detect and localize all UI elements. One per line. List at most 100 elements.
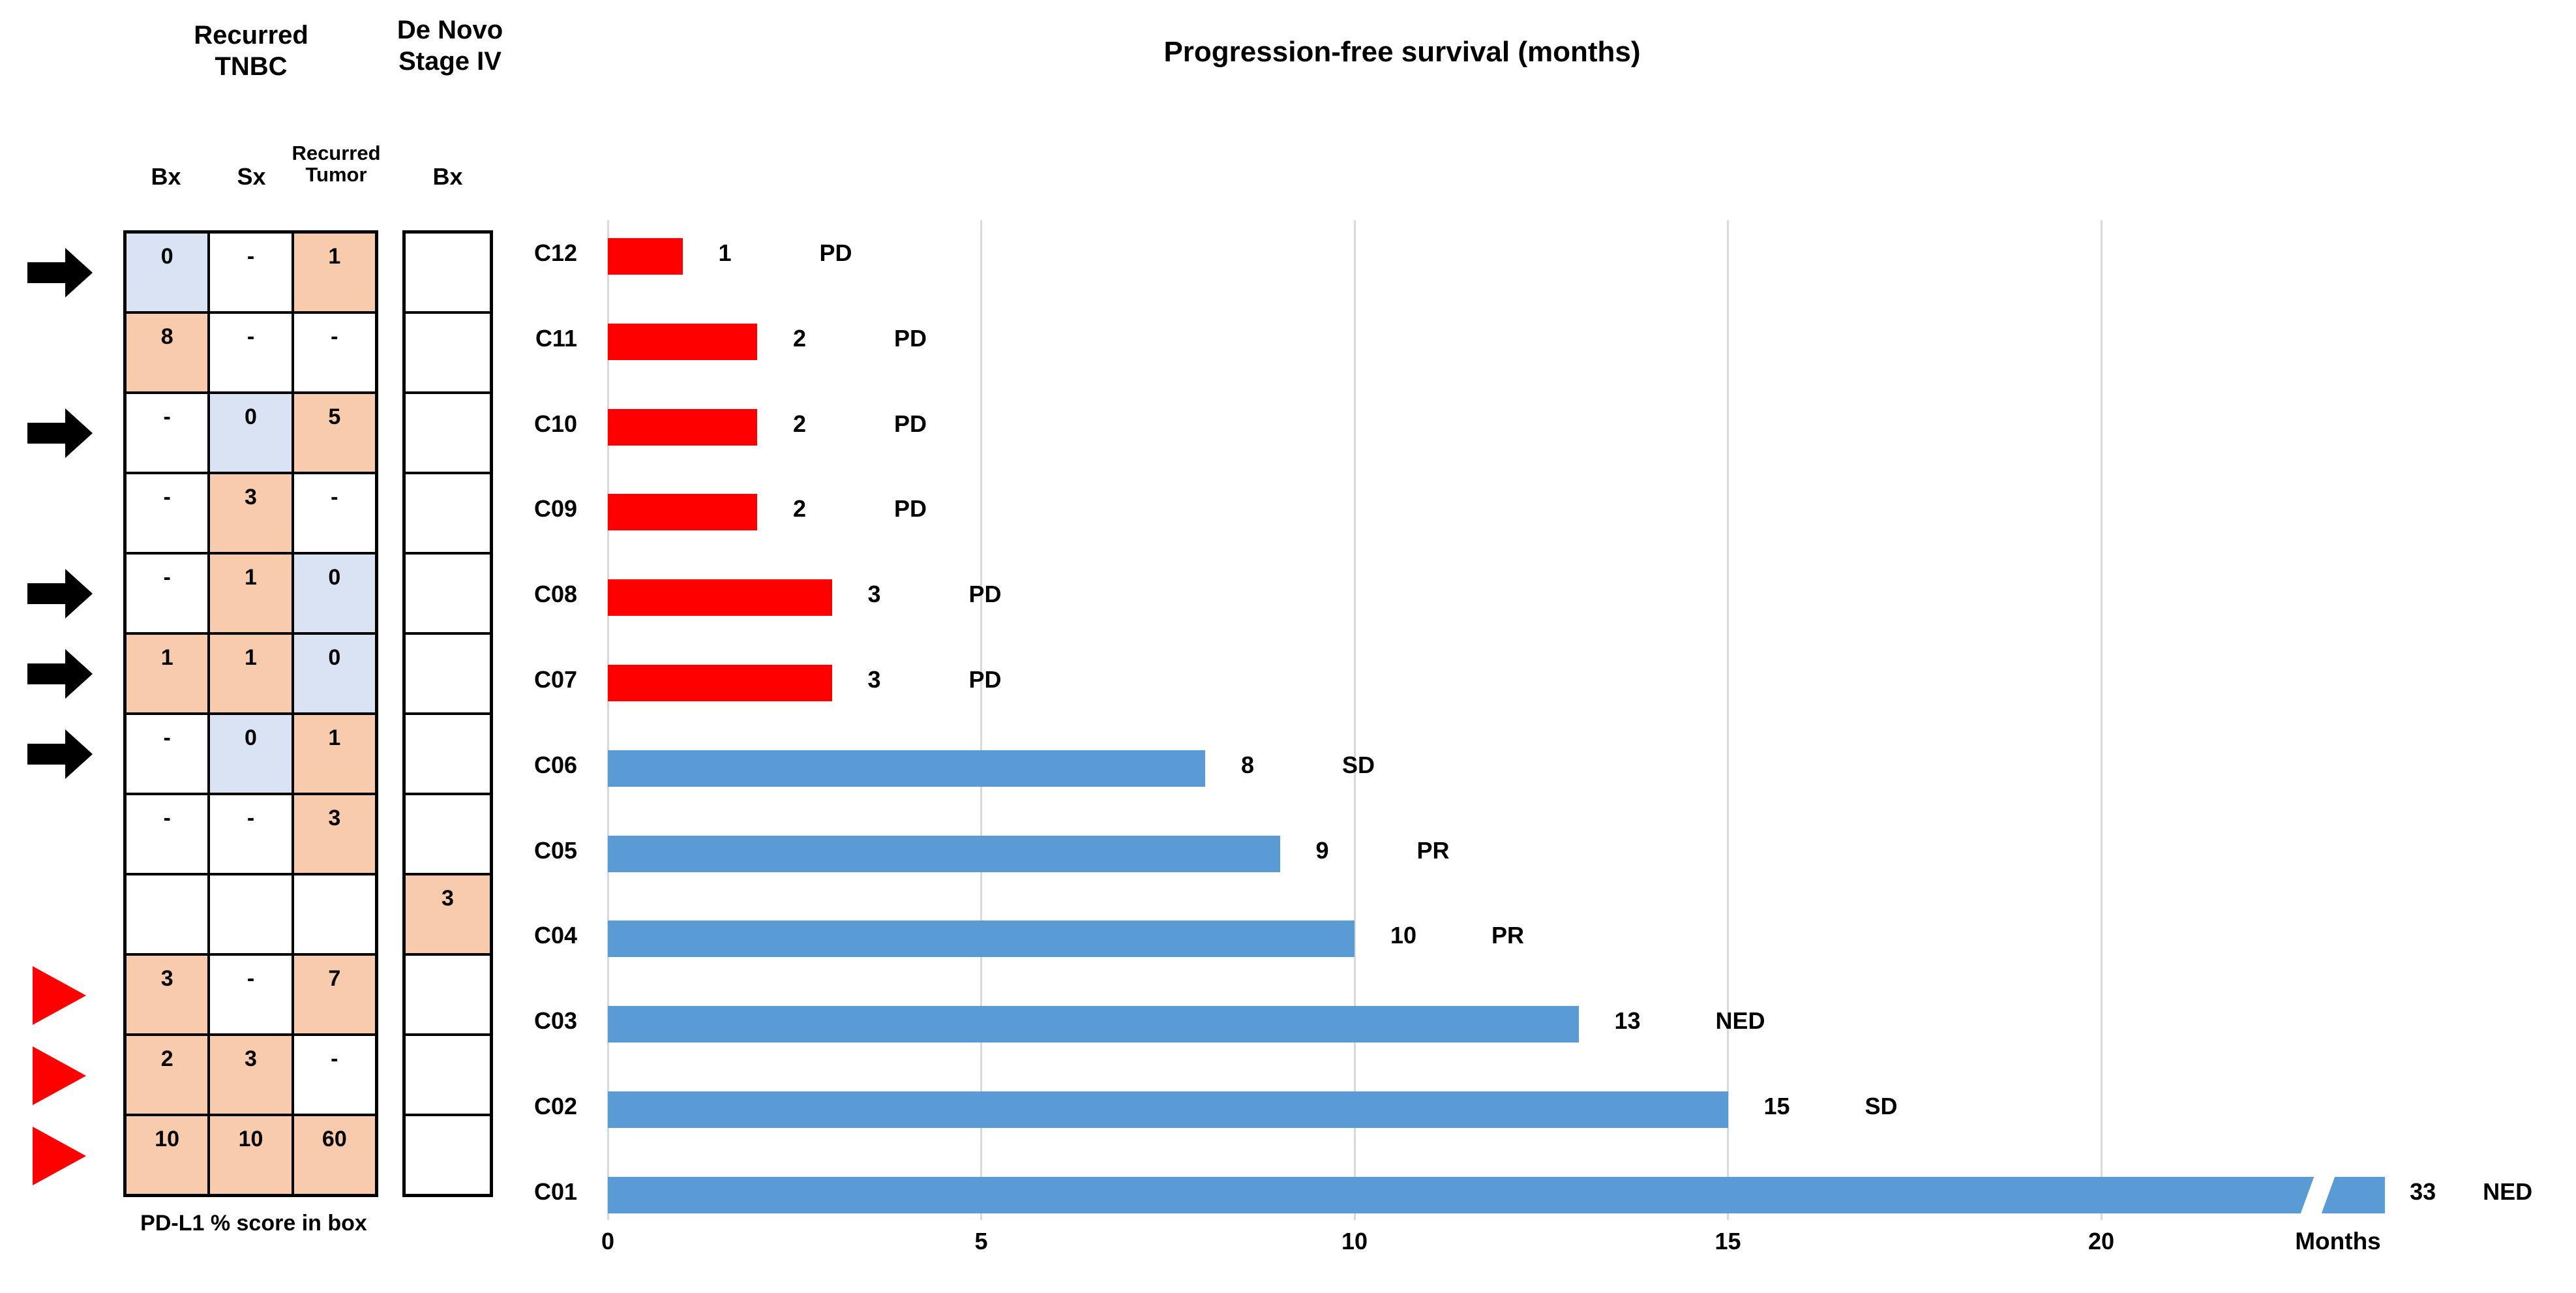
red-triangle-C03 xyxy=(33,966,87,1028)
cell-C11-bx: 8 xyxy=(127,314,208,391)
cell-C08-sx: 1 xyxy=(210,555,292,632)
cell-C01-denovo-bx xyxy=(406,1116,490,1194)
tick-label-10: 10 xyxy=(1341,1228,1368,1255)
chart-title: Progression-free survival (months) xyxy=(1163,36,1641,68)
red-triangle-C01 xyxy=(33,1126,87,1189)
bar-C12 xyxy=(608,238,683,275)
value-label-C04: 10 xyxy=(1390,922,1417,949)
value-label-C06: 8 xyxy=(1241,751,1255,778)
gridline-10 xyxy=(1353,221,1356,1220)
cell-C10-recurred-tumor: 5 xyxy=(293,394,375,472)
cell-C06-denovo-bx xyxy=(406,715,490,793)
red-triangle-C02 xyxy=(33,1046,87,1108)
response-label-C02: SD xyxy=(1865,1093,1898,1119)
bar-C03 xyxy=(608,1006,1579,1043)
cell-C06-recurred-tumor: 1 xyxy=(293,715,375,793)
response-label-C10: PD xyxy=(894,410,927,437)
response-label-C06: SD xyxy=(1342,751,1375,778)
table-footer: PD-L1 % score in box xyxy=(140,1211,367,1236)
cell-C05-recurred-tumor: 3 xyxy=(293,795,375,873)
category-label-C11: C11 xyxy=(535,324,577,352)
value-label-C10: 2 xyxy=(793,410,807,437)
cell-C02-bx: 2 xyxy=(127,1036,208,1114)
response-label-C12: PD xyxy=(819,239,852,266)
response-label-C09: PD xyxy=(894,495,927,523)
gridline-0 xyxy=(607,221,609,1220)
cell-C04-denovo-bx: 3 xyxy=(406,875,490,953)
cell-C10-sx: 0 xyxy=(210,394,292,472)
tick-label-5: 5 xyxy=(974,1228,988,1255)
category-label-C03: C03 xyxy=(533,1007,577,1035)
value-label-C02: 15 xyxy=(1763,1093,1790,1119)
bar-C10 xyxy=(608,408,757,446)
cell-C11-sx: - xyxy=(210,314,292,391)
gridline-5 xyxy=(980,221,982,1220)
col-header-recurred-tumor: Recurred Tumor xyxy=(292,142,381,187)
cell-C03-bx: 3 xyxy=(127,956,208,1033)
bar-C04 xyxy=(608,920,1355,958)
cell-C05-denovo-bx xyxy=(406,795,490,873)
bar-C11 xyxy=(608,323,757,360)
cell-C08-bx: - xyxy=(127,555,208,632)
category-label-C07: C07 xyxy=(533,666,577,693)
cell-C06-bx: - xyxy=(127,715,208,793)
cell-C10-bx: - xyxy=(127,394,208,472)
value-label-C08: 3 xyxy=(867,581,881,608)
response-label-C01: NED xyxy=(2483,1178,2533,1205)
cell-C03-sx: - xyxy=(210,956,292,1033)
pdl1-denovo-table: 3 xyxy=(402,230,493,1197)
black-arrow-C10 xyxy=(27,407,94,463)
response-label-C03: NED xyxy=(1715,1007,1765,1035)
response-label-C04: PR xyxy=(1491,922,1525,949)
bar-C09 xyxy=(608,494,757,531)
col-header-denovo-bx: Bx xyxy=(432,163,463,190)
cell-C01-recurred-tumor: 60 xyxy=(293,1116,375,1194)
category-label-C10: C10 xyxy=(533,410,577,437)
recurred-tnbc-header: Recurred TNBC xyxy=(194,21,308,81)
cell-C03-denovo-bx xyxy=(406,956,490,1033)
response-label-C11: PD xyxy=(894,324,927,352)
bar-C02 xyxy=(608,1091,1728,1128)
cell-C09-bx: - xyxy=(127,474,208,552)
category-label-C02: C02 xyxy=(533,1093,577,1119)
x-axis-months-label: Months xyxy=(2295,1228,2381,1255)
bar-C05 xyxy=(608,835,1280,872)
gridline-15 xyxy=(1727,221,1729,1220)
category-label-C06: C06 xyxy=(533,751,577,778)
pdl1-main-table: 0-1 8- - -0 5-3- -1 0 1 1 0-0 1- -3 3-7 2 3-10 10 60 xyxy=(123,230,378,1197)
value-label-C11: 2 xyxy=(793,324,807,352)
cell-C08-denovo-bx xyxy=(406,555,490,632)
category-label-C12: C12 xyxy=(533,239,577,266)
tick-label-15: 15 xyxy=(1715,1228,1741,1255)
cell-C09-denovo-bx xyxy=(406,474,490,552)
value-label-C12: 1 xyxy=(718,239,732,266)
cell-C02-denovo-bx xyxy=(406,1036,490,1114)
value-label-C01: 33 xyxy=(2410,1178,2436,1205)
cell-C11-recurred-tumor: - xyxy=(293,314,375,391)
cell-C12-sx: - xyxy=(210,234,292,311)
response-label-C05: PR xyxy=(1416,836,1450,864)
cell-C11-denovo-bx xyxy=(406,314,490,391)
cell-C12-bx: 0 xyxy=(127,234,208,311)
tick-label-0: 0 xyxy=(601,1228,615,1255)
bar-C01 xyxy=(608,1176,2386,1213)
tick-label-20: 20 xyxy=(2088,1228,2115,1255)
bar-C06 xyxy=(608,750,1205,787)
category-label-C04: C04 xyxy=(533,922,577,949)
cell-C07-bx: 1 xyxy=(127,635,208,712)
col-header-bx: Bx xyxy=(151,163,181,190)
value-label-C09: 2 xyxy=(793,495,807,523)
cell-C07-denovo-bx xyxy=(406,635,490,712)
denovo-stage4-header: De Novo Stage IV xyxy=(397,16,503,76)
cell-C12-denovo-bx xyxy=(406,234,490,311)
cell-C09-recurred-tumor: - xyxy=(293,474,375,552)
cell-C01-sx: 10 xyxy=(210,1116,292,1194)
gridline-20 xyxy=(2100,221,2103,1220)
cell-C03-recurred-tumor: 7 xyxy=(293,956,375,1033)
response-label-C07: PD xyxy=(968,666,1002,693)
value-label-C03: 13 xyxy=(1614,1007,1641,1035)
cell-C05-bx: - xyxy=(127,795,208,873)
cell-C07-recurred-tumor: 0 xyxy=(293,635,375,712)
value-label-C07: 3 xyxy=(867,666,881,693)
